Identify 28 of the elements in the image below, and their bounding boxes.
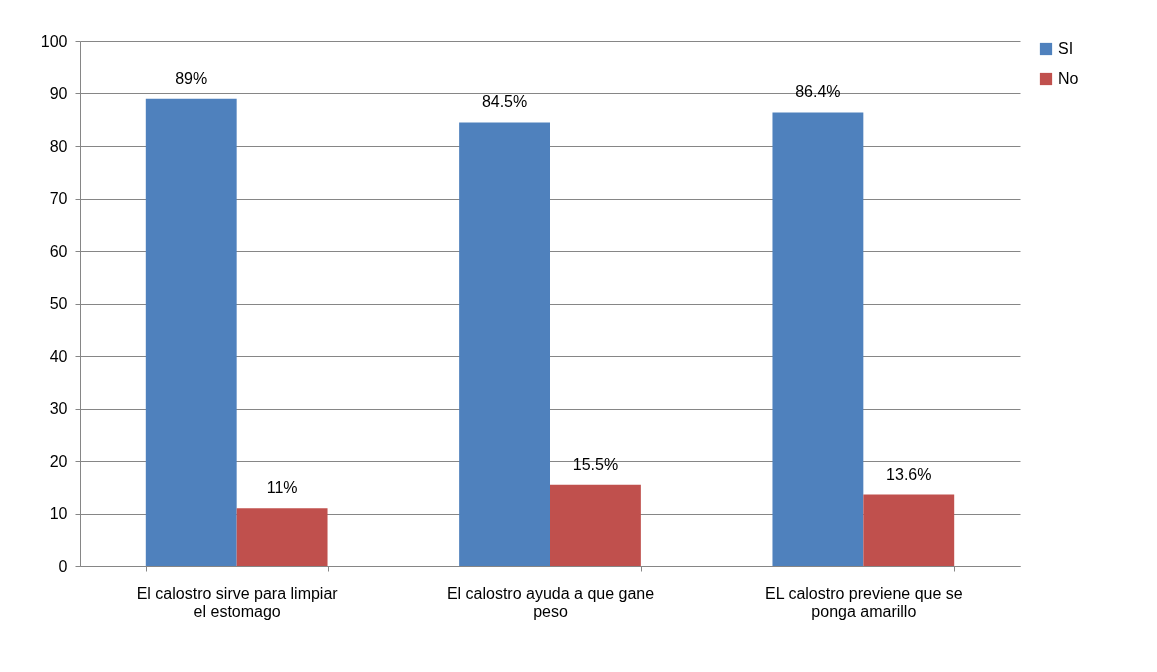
y-tick-label: 70 (49, 190, 68, 207)
y-tick-label: 80 (49, 137, 68, 155)
y-tick-label: 40 (49, 347, 68, 365)
y-tick-label: 90 (49, 85, 68, 102)
bar (772, 112, 864, 566)
bar (550, 484, 641, 566)
legend-label: SI (1058, 40, 1074, 57)
y-tick-label: 100 (40, 32, 68, 50)
x-tick-label: El calostro sirve para limpiar el estomago (136, 584, 339, 620)
y-tick-label: 50 (49, 295, 68, 312)
y-tick-label: 10 (49, 505, 68, 522)
x-tick-label: El calostro ayuda a que gane peso (446, 584, 655, 620)
data-label: 13.6% (886, 465, 932, 483)
data-label: 11% (266, 479, 298, 497)
bar (145, 98, 237, 566)
bar (236, 508, 328, 566)
data-label: 89% (175, 69, 208, 87)
data-label: 15.5% (572, 455, 619, 473)
data-label: 84.5% (481, 93, 528, 111)
bar (459, 122, 550, 566)
y-tick-label: 0 (58, 557, 68, 575)
legend-label: No (1058, 70, 1079, 87)
bar (863, 494, 955, 566)
data-label: 86.4% (795, 83, 841, 101)
y-tick-label: 20 (49, 452, 68, 470)
x-tick-label: EL calostro previene que se ponga amarillo (764, 584, 963, 620)
y-tick-label: 30 (49, 400, 68, 417)
y-tick-label: 60 (49, 242, 68, 260)
